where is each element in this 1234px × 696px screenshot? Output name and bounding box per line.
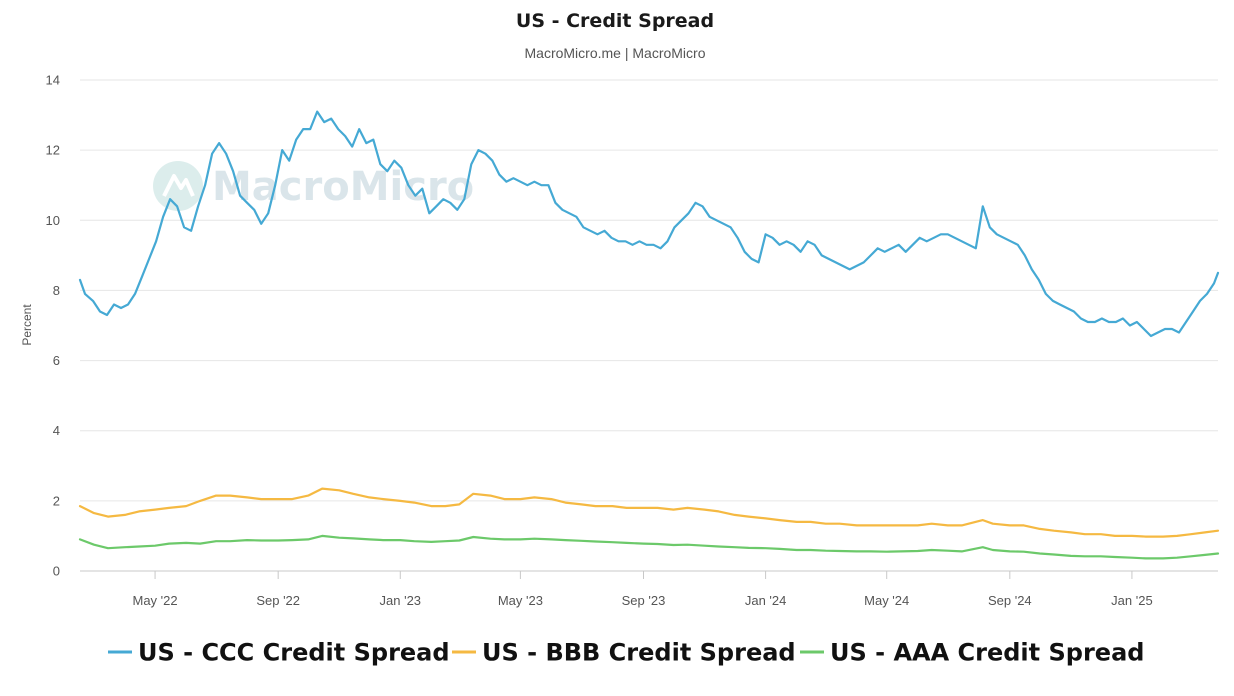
x-tick-label: May '22 — [133, 593, 178, 608]
y-tick-label: 6 — [53, 353, 60, 368]
x-tick-label: May '24 — [864, 593, 909, 608]
chart-title: US - Credit Spread — [516, 10, 714, 32]
x-tick-label: Sep '23 — [622, 593, 666, 608]
watermark-text: MacroMicro — [212, 164, 474, 210]
legend: US - CCC Credit Spread US - BBB Credit Sp… — [108, 639, 1144, 667]
series-line-2 — [78, 487, 1220, 538]
watermark-mountain-icon — [162, 174, 195, 197]
y-axis-label: Percent — [20, 304, 34, 346]
y-tick-label: 10 — [46, 213, 60, 228]
legend-label: US - AAA Credit Spread — [830, 639, 1144, 667]
grid-lines — [80, 79, 1218, 502]
series-line-1 — [78, 110, 1220, 338]
y-tick-label: 0 — [53, 564, 60, 579]
series-line-3 — [78, 534, 1220, 560]
legend-label: US - BBB Credit Spread — [482, 639, 796, 667]
legend-item-3[interactable]: US - AAA Credit Spread — [800, 639, 1144, 667]
x-tick-label: Jan '23 — [380, 593, 422, 608]
x-tick-label: Sep '22 — [256, 593, 300, 608]
x-tick-label: Sep '24 — [988, 593, 1032, 608]
y-tick-label: 14 — [46, 73, 60, 88]
legend-label: US - CCC Credit Spread — [138, 639, 450, 667]
chart-subtitle: MacroMicro.me | MacroMicro — [525, 45, 706, 61]
y-tick-label: 4 — [53, 423, 60, 438]
series-lines — [78, 110, 1220, 560]
legend-item-1[interactable]: US - CCC Credit Spread — [108, 639, 450, 667]
y-axis-ticks: 0 2 4 6 8 10 12 14 — [46, 73, 60, 579]
y-tick-label: 12 — [46, 143, 60, 158]
x-axis-ticks: May '22 Sep '22 Jan '23 May '23 Sep '23 Jan '… — [133, 571, 1153, 608]
y-tick-label: 2 — [53, 493, 60, 508]
legend-item-2[interactable]: US - BBB Credit Spread — [452, 639, 796, 667]
watermark-logo: MacroMicro — [153, 161, 474, 211]
y-tick-label: 8 — [53, 283, 60, 298]
x-tick-label: May '23 — [498, 593, 543, 608]
x-tick-label: Jan '25 — [1111, 593, 1153, 608]
x-tick-label: Jan '24 — [745, 593, 787, 608]
